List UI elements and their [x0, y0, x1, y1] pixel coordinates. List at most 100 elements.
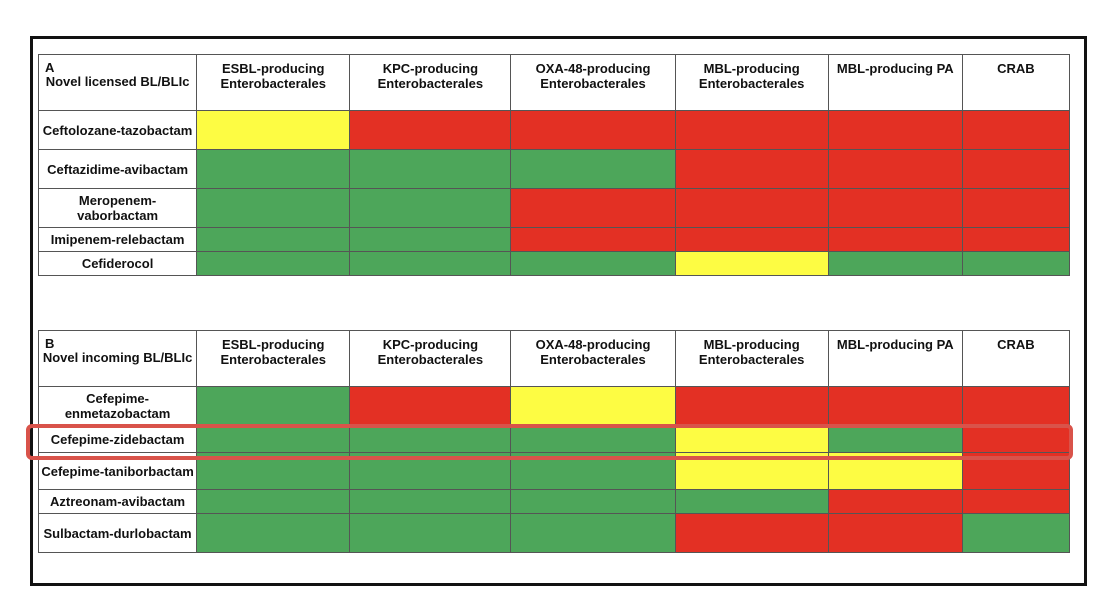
status-cell-yellow: [674, 425, 829, 453]
status-cell-red: [961, 149, 1071, 189]
status-cell-red: [510, 227, 676, 252]
status-cell-green: [349, 425, 512, 453]
status-cell-green: [961, 513, 1071, 553]
status-cell-red: [827, 227, 963, 252]
status-cell-red: [674, 227, 829, 252]
panel-a-corner-header: A Novel licensed BL/BLIc: [37, 54, 198, 111]
status-cell-red: [827, 386, 963, 426]
panel-a-body: Ceftolozane-tazobactam Ceftazidime-avibac…: [37, 110, 1071, 276]
column-header-mbl-enterobacterales: MBL-producing Enterobacterales: [674, 330, 829, 387]
corner-label: Novel licensed BL/BLIc: [45, 74, 190, 89]
status-cell-red: [674, 188, 829, 228]
status-cell-green: [196, 149, 351, 189]
panel-b-corner-header: B Novel incoming BL/BLIc: [37, 330, 198, 387]
status-cell-green: [349, 227, 512, 252]
status-cell-green: [827, 251, 963, 276]
column-header-mbl-enterobacterales: MBL-producing Enterobacterales: [674, 54, 829, 111]
status-cell-red: [510, 110, 676, 150]
column-header-kpc: KPC-producing Enterobacterales: [349, 330, 512, 387]
drug-name-cell: Cefepime-zidebactam: [37, 425, 198, 453]
status-cell-green: [349, 149, 512, 189]
table-row: Ceftolozane-tazobactam: [37, 110, 1071, 150]
panel-letter: A: [45, 60, 55, 75]
panel-letter: B: [45, 336, 55, 351]
status-cell-red: [961, 452, 1071, 490]
status-cell-yellow: [510, 386, 676, 426]
status-cell-green: [349, 188, 512, 228]
status-cell-red: [510, 188, 676, 228]
table-row: Cefepime-enmetazobactam: [37, 386, 1071, 426]
table-row: Cefepime-zidebactam: [37, 425, 1071, 453]
table-row: Ceftazidime-avibactam: [37, 149, 1071, 189]
status-cell-green: [196, 489, 351, 514]
column-header-esbl: ESBL-producing Enterobacterales: [196, 54, 351, 111]
table-row: Meropenem-vaborbactam: [37, 188, 1071, 228]
panel-b-body: Cefepime-enmetazobactam Cefepime-zidebact…: [37, 386, 1071, 553]
drug-name-cell: Ceftolozane-tazobactam: [37, 110, 198, 150]
status-cell-green: [674, 489, 829, 514]
status-cell-green: [510, 425, 676, 453]
status-cell-green: [349, 489, 512, 514]
status-cell-green: [349, 513, 512, 553]
status-cell-red: [349, 110, 512, 150]
table-row: Cefiderocol: [37, 251, 1071, 276]
status-cell-yellow: [674, 251, 829, 276]
status-cell-green: [196, 425, 351, 453]
status-cell-red: [827, 489, 963, 514]
column-header-oxa48: OXA-48-producing Enterobacterales: [510, 54, 676, 111]
corner-label: Novel incoming BL/BLIc: [42, 350, 193, 365]
status-cell-red: [349, 386, 512, 426]
status-cell-red: [961, 425, 1071, 453]
table-row: Sulbactam-durlobactam: [37, 513, 1071, 553]
panel-b-header-row: B Novel incoming BL/BLIc ESBL-producing …: [37, 330, 1071, 387]
status-cell-red: [827, 188, 963, 228]
panel-b-table: B Novel incoming BL/BLIc ESBL-producing …: [37, 330, 1071, 553]
drug-name-cell: Sulbactam-durlobactam: [37, 513, 198, 553]
status-cell-green: [196, 227, 351, 252]
status-cell-green: [349, 251, 512, 276]
drug-name-cell: Aztreonam-avibactam: [37, 489, 198, 514]
status-cell-red: [961, 489, 1071, 514]
status-cell-green: [510, 149, 676, 189]
status-cell-green: [349, 452, 512, 490]
column-header-crab: CRAB: [961, 54, 1071, 111]
status-cell-green: [510, 452, 676, 490]
status-cell-green: [961, 251, 1071, 276]
status-cell-red: [961, 188, 1071, 228]
drug-name-cell: Cefepime-taniborbactam: [37, 452, 198, 490]
status-cell-green: [196, 386, 351, 426]
drug-name-cell: Cefiderocol: [37, 251, 198, 276]
column-header-esbl: ESBL-producing Enterobacterales: [196, 330, 351, 387]
status-cell-yellow: [196, 110, 351, 150]
drug-name-cell: Imipenem-relebactam: [37, 227, 198, 252]
column-header-oxa48: OXA-48-producing Enterobacterales: [510, 330, 676, 387]
panel-a-header-row: A Novel licensed BL/BLIc ESBL-producing …: [37, 54, 1071, 111]
status-cell-red: [961, 110, 1071, 150]
column-header-mbl-pa: MBL-producing PA: [827, 330, 963, 387]
status-cell-red: [961, 386, 1071, 426]
status-cell-green: [196, 452, 351, 490]
table-row: Aztreonam-avibactam: [37, 489, 1071, 514]
status-cell-green: [510, 513, 676, 553]
panel-a-table: A Novel licensed BL/BLIc ESBL-producing …: [37, 54, 1071, 276]
status-cell-yellow: [827, 452, 963, 490]
status-cell-green: [196, 251, 351, 276]
status-cell-green: [510, 489, 676, 514]
column-header-crab: CRAB: [961, 330, 1071, 387]
drug-name-cell: Meropenem-vaborbactam: [37, 188, 198, 228]
status-cell-red: [827, 513, 963, 553]
status-cell-green: [196, 188, 351, 228]
status-cell-red: [674, 513, 829, 553]
column-header-mbl-pa: MBL-producing PA: [827, 54, 963, 111]
status-cell-red: [827, 110, 963, 150]
status-cell-green: [196, 513, 351, 553]
column-header-kpc: KPC-producing Enterobacterales: [349, 54, 512, 111]
status-cell-green: [510, 251, 676, 276]
status-cell-red: [827, 149, 963, 189]
status-cell-red: [674, 149, 829, 189]
status-cell-red: [674, 110, 829, 150]
status-cell-green: [827, 425, 963, 453]
status-cell-red: [674, 386, 829, 426]
status-cell-red: [961, 227, 1071, 252]
table-row: Cefepime-taniborbactam: [37, 452, 1071, 490]
